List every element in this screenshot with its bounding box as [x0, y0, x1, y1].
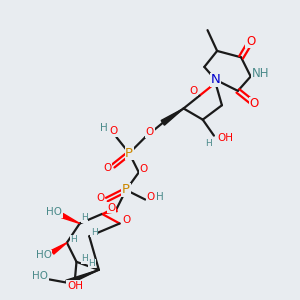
Text: O: O	[96, 193, 105, 203]
Text: O: O	[122, 215, 130, 225]
Polygon shape	[102, 207, 117, 214]
Polygon shape	[51, 243, 67, 254]
Text: O: O	[249, 97, 259, 110]
Text: O: O	[107, 202, 116, 212]
Text: H: H	[70, 235, 77, 244]
Polygon shape	[61, 214, 80, 224]
Polygon shape	[66, 270, 99, 285]
Polygon shape	[161, 109, 184, 125]
Text: H: H	[81, 213, 88, 222]
Text: O: O	[147, 192, 155, 202]
Text: H: H	[205, 139, 211, 148]
Text: HO: HO	[32, 271, 48, 281]
Text: H: H	[100, 123, 107, 133]
Text: OH: OH	[217, 133, 233, 143]
Text: O: O	[103, 163, 112, 172]
Text: H: H	[81, 254, 88, 263]
Text: P: P	[122, 183, 130, 196]
Text: H: H	[91, 228, 98, 237]
Text: O: O	[246, 35, 255, 48]
Text: NH: NH	[251, 68, 269, 80]
Text: O: O	[109, 127, 117, 136]
Text: P: P	[125, 147, 133, 160]
Polygon shape	[213, 80, 218, 83]
Text: HO: HO	[36, 250, 52, 260]
Text: O: O	[146, 128, 154, 137]
Text: H: H	[88, 259, 95, 268]
Text: H: H	[156, 192, 164, 202]
Text: O: O	[190, 86, 198, 96]
Text: HO: HO	[46, 207, 62, 217]
Text: OH: OH	[67, 281, 83, 291]
Text: N: N	[211, 73, 220, 86]
Text: O: O	[140, 164, 148, 174]
